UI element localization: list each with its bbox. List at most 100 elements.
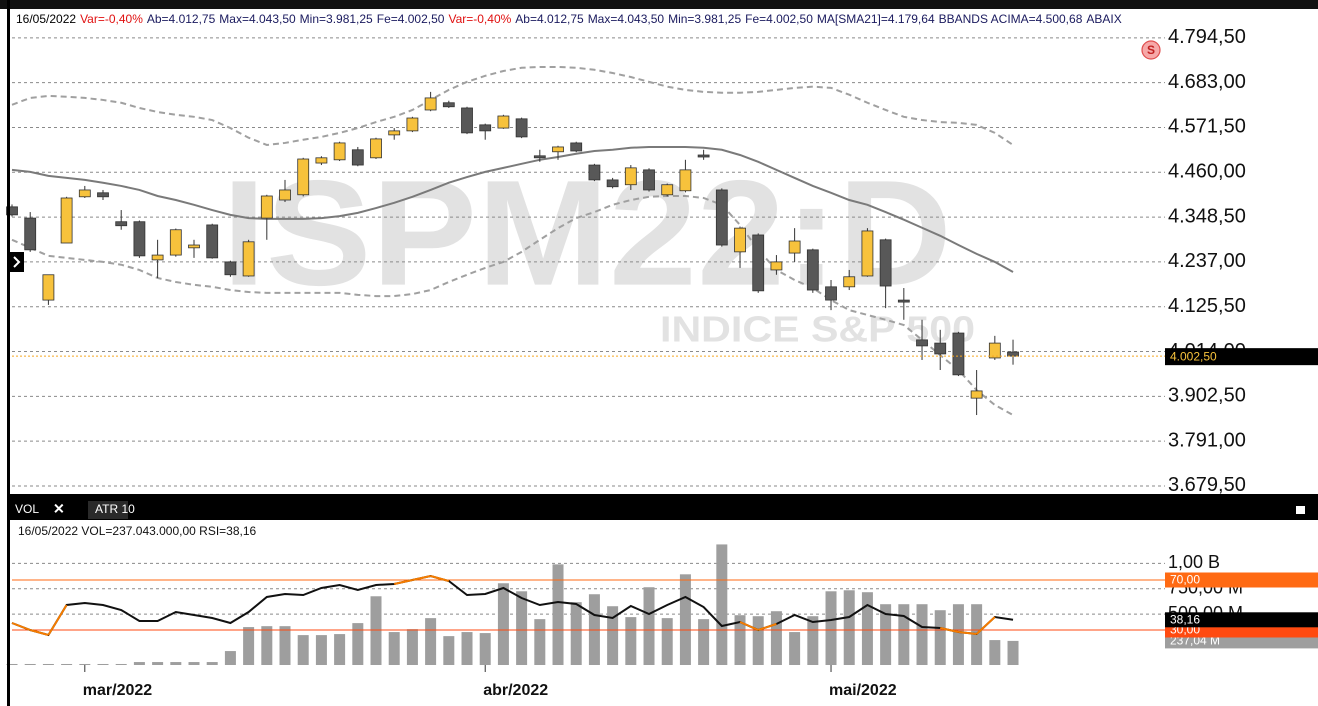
y-tick-label: 4.571,50: [1168, 116, 1246, 138]
candle-body: [6, 206, 18, 216]
rsi-extreme-segment: [29, 629, 49, 636]
volume-bar: [807, 616, 819, 665]
tab-vol[interactable]: VOL: [15, 502, 39, 516]
volume-bar: [989, 640, 1001, 665]
candle-body: [879, 239, 892, 287]
badge[interactable]: [1141, 40, 1161, 60]
tab-close[interactable]: ✕: [53, 501, 65, 517]
candle-body: [897, 299, 910, 303]
header-item: Min=3.981,25: [300, 12, 373, 26]
volume-bar: [679, 574, 691, 665]
rsi-extreme-segment: [940, 627, 959, 633]
header-item: Max=4.043,50: [219, 12, 296, 26]
volume-bar: [115, 663, 127, 665]
volume-bar: [516, 591, 528, 665]
candle-body: [406, 117, 419, 132]
volume-bar: [79, 663, 91, 665]
volume-bar: [42, 663, 54, 665]
rsi-extreme-segment: [739, 621, 759, 631]
candle-body: [624, 167, 637, 186]
volume-bar: [625, 617, 637, 665]
info-line: 16/05/2022 VOL=237.043.000,00 RSI=38,16: [18, 524, 257, 538]
candle-body: [442, 102, 455, 108]
header-item: Fe=4.002,50: [377, 12, 445, 26]
rsi-extreme-segment: [430, 575, 450, 582]
volume-bar: [61, 663, 73, 665]
candle-body: [424, 97, 437, 111]
y-tick-label: 4.348,50: [1168, 205, 1246, 227]
candle-body: [552, 146, 564, 153]
badge-letter: S: [1147, 43, 1155, 57]
candle-body: [661, 184, 674, 196]
x-tick-label: mar/2022: [83, 682, 152, 699]
volume-bar: [334, 634, 346, 665]
candle-body: [806, 249, 819, 291]
indicator-line: [11, 145, 1014, 273]
candle-body: [861, 230, 874, 277]
volume-bar: [425, 618, 437, 665]
candle-body: [461, 107, 473, 134]
volume-bar: [643, 587, 655, 665]
candle-body: [97, 192, 109, 198]
candle-body: [697, 154, 710, 158]
candle-body: [479, 124, 492, 132]
y-tick-label: 4.683,00: [1168, 71, 1246, 93]
candle-body: [370, 138, 382, 159]
header-item: Ab=4.012,75: [147, 12, 216, 26]
candle-body: [788, 240, 801, 254]
volume-bar: [261, 626, 273, 665]
candle-body: [643, 169, 655, 191]
candle-body: [224, 261, 237, 276]
candle-body: [770, 261, 783, 271]
volume-bar: [406, 629, 418, 665]
volume-bar: [388, 632, 400, 665]
tab-atr[interactable]: ATR 10: [95, 502, 135, 516]
candle-body: [934, 342, 947, 355]
volume-bar: [716, 544, 728, 665]
volume-bar: [698, 619, 710, 665]
maximize-icon[interactable]: [1296, 506, 1305, 514]
watermark-title: ISPM22:D: [222, 149, 952, 317]
rsi-extreme-segment: [975, 616, 996, 635]
volume-bar: [734, 615, 746, 665]
volume-bar: [570, 602, 582, 665]
volume-bar: [497, 583, 509, 665]
indicator-line: [11, 194, 1014, 416]
volume-bar: [770, 611, 782, 665]
y-tick-label: 4.125,50: [1168, 295, 1246, 317]
candle-body: [843, 276, 856, 288]
x-tick-label: abr/2022: [483, 682, 548, 699]
left-border: [7, 0, 10, 706]
header-item: Min=3.981,25: [668, 12, 741, 26]
header-item: Ab=4.012,75: [515, 12, 584, 26]
y-tick-label: 4.237,00: [1168, 250, 1246, 272]
candle-body: [715, 189, 728, 246]
rsi-extreme-segment: [47, 604, 68, 636]
volume-bar: [825, 591, 837, 665]
volume-bar: [243, 627, 255, 665]
indicator-line: [11, 65, 1014, 146]
volume-bar: [133, 662, 145, 665]
y-tick-label: 3.679,50: [1168, 474, 1246, 496]
volume-bar: [789, 632, 801, 665]
volume-bar: [170, 662, 182, 665]
header-item: ABAIX: [1086, 12, 1121, 26]
y-tick-label: 1,00 B: [1168, 552, 1220, 572]
volume-bar: [1007, 640, 1019, 665]
volume-bar: [916, 604, 928, 665]
volume-bar: [952, 604, 964, 665]
tab-atr-bg[interactable]: [88, 501, 128, 519]
header-item: Fe=4.002,50: [745, 12, 813, 26]
side-toggle[interactable]: [10, 252, 24, 272]
rsi-extreme-segment: [757, 623, 777, 631]
candle-body: [242, 241, 255, 277]
volume-bar: [188, 662, 200, 665]
rsi-tag-box: [1165, 612, 1318, 628]
volume-bar: [934, 610, 946, 665]
candle-body: [78, 189, 91, 198]
candle-body: [533, 155, 546, 159]
volume-bar: [898, 604, 910, 665]
